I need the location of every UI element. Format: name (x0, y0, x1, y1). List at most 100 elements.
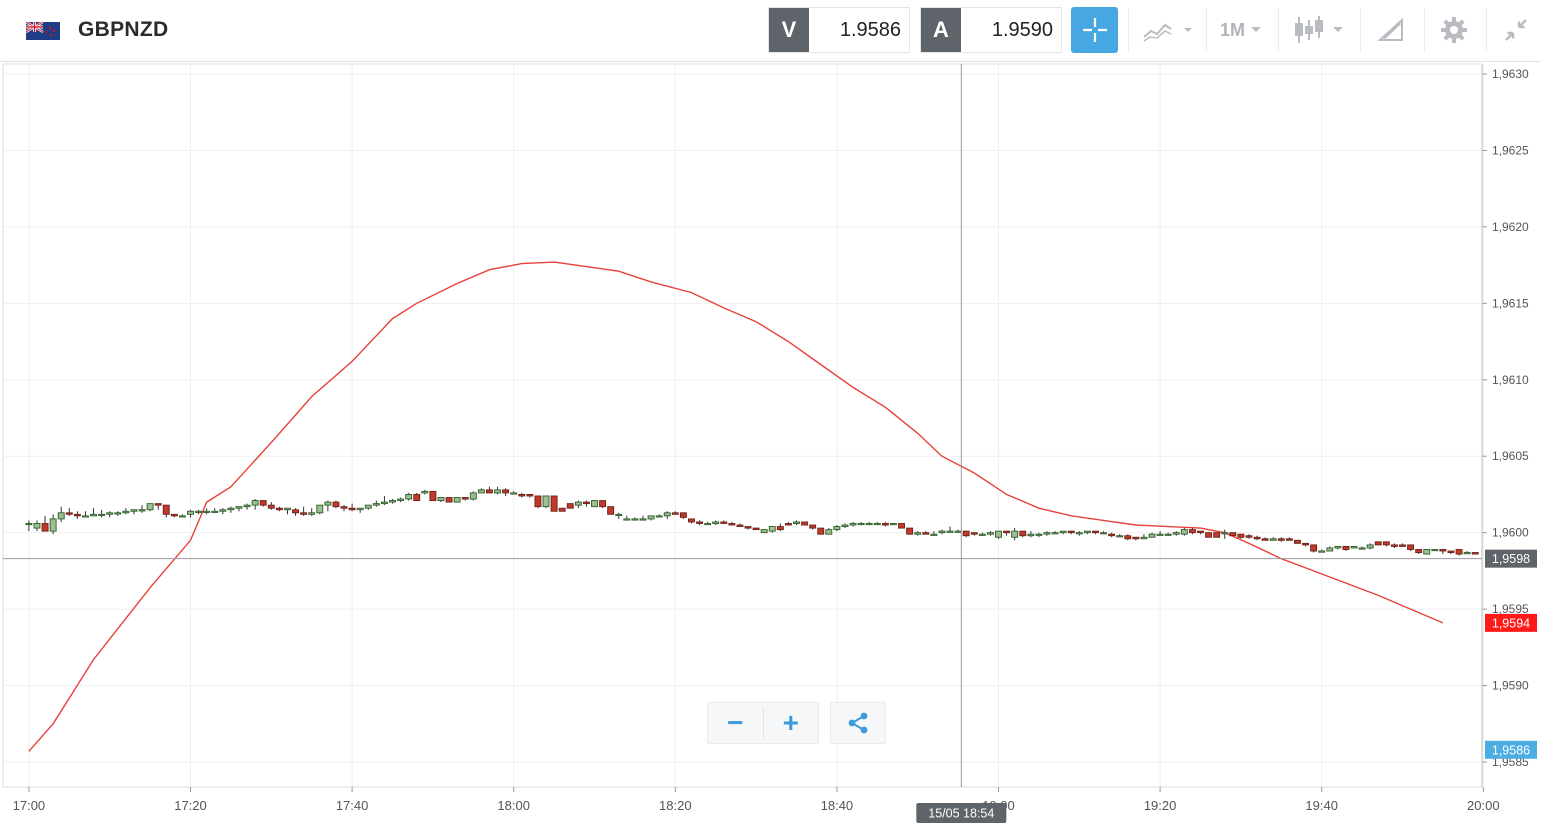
timeframe-selector[interactable]: 1M (1214, 7, 1270, 53)
candle (1156, 531, 1164, 536)
candle-body (1326, 547, 1334, 552)
bid-price-box[interactable]: V 1.9586 (768, 7, 910, 53)
candle-body (1132, 536, 1140, 540)
candle-body (1310, 544, 1318, 552)
candle-body (122, 510, 130, 514)
zoom-in-button[interactable]: + (782, 707, 799, 738)
candle-body (146, 503, 154, 511)
candle-body (752, 527, 760, 531)
moving-average-line (28, 261, 1444, 752)
candle (1229, 532, 1237, 537)
candle (946, 526, 954, 533)
candle (170, 513, 178, 518)
candle (1213, 532, 1221, 538)
candle (1302, 542, 1309, 547)
x-tick-label: 19:20 (1144, 798, 1177, 813)
candle (106, 511, 114, 518)
zoom-out-button[interactable]: − (708, 707, 764, 739)
instrument-symbol[interactable]: GBPNZD (78, 18, 169, 41)
candle-body (332, 501, 340, 508)
candle-body (1035, 533, 1043, 536)
candle (857, 521, 865, 526)
candle (324, 500, 332, 512)
candle (550, 495, 558, 512)
y-tick-label: 1,9610 (1492, 373, 1529, 387)
collapse-button[interactable] (1494, 7, 1538, 53)
candle (655, 514, 663, 518)
candle (445, 497, 453, 503)
candle-body (1423, 549, 1431, 555)
candle (1366, 543, 1374, 550)
candle (647, 515, 655, 521)
candle-body (477, 489, 485, 494)
y-tick-label: 1,9605 (1492, 449, 1529, 463)
candle-body (437, 497, 445, 502)
candle-body (1374, 541, 1382, 546)
candle (1140, 534, 1148, 540)
candle (938, 529, 946, 535)
candle (688, 518, 695, 524)
settings-button[interactable] (1432, 7, 1476, 53)
candle (219, 508, 227, 515)
candle-body (986, 532, 994, 535)
candle-body (284, 507, 291, 511)
candle (970, 532, 978, 536)
candle (49, 514, 57, 535)
crosshair-button[interactable] (1071, 7, 1118, 53)
candle-body (1180, 529, 1188, 535)
candle-body (728, 523, 736, 526)
candle (1318, 549, 1326, 553)
candle (704, 521, 712, 526)
candle (203, 508, 211, 515)
candle-body (801, 521, 809, 526)
candle-body (1156, 533, 1164, 536)
last-price-label: 1,9586 (1492, 743, 1530, 757)
candle-body (881, 523, 889, 526)
candle-body (1277, 538, 1285, 541)
timeframe-label: 1M (1219, 19, 1245, 40)
ask-price: 1.9590 (991, 18, 1053, 41)
candle (1310, 544, 1318, 553)
candle (1011, 528, 1019, 541)
candle-body (130, 509, 138, 512)
candle-body (712, 521, 720, 524)
candle-body (227, 507, 235, 511)
bid-price: 1.9586 (839, 18, 901, 41)
candle (930, 531, 938, 536)
candle (615, 512, 623, 519)
candle-body (962, 530, 970, 537)
candle (308, 508, 316, 516)
candle-body (1011, 530, 1019, 538)
candle-body (1221, 532, 1229, 535)
candle-body (631, 518, 639, 521)
chart-type-button[interactable] (1138, 7, 1198, 53)
price-chart[interactable]: 1,9630 1,9625 1,9620 1,9615 1,9610 1,9605 1,96… (0, 62, 1541, 827)
candle (1382, 541, 1390, 547)
drawing-tools-button[interactable] (1368, 7, 1414, 53)
chevron-down-icon (1251, 27, 1261, 32)
ask-price-box[interactable]: A 1.9590 (920, 7, 1062, 53)
candle-style-button[interactable] (1288, 7, 1350, 53)
candle (744, 526, 752, 530)
candle (1358, 546, 1366, 550)
candle (1221, 529, 1229, 539)
x-tick-label: 17:40 (336, 798, 369, 813)
candle (82, 511, 89, 518)
candle (631, 517, 639, 521)
candle (809, 524, 817, 530)
candle (1294, 539, 1301, 544)
collapse-icon (1505, 19, 1527, 41)
candle-body (970, 532, 978, 535)
candle-body (1318, 550, 1326, 553)
candle-body (106, 512, 114, 515)
share-button[interactable] (830, 702, 886, 744)
candle (1439, 549, 1447, 555)
candle-body (1358, 547, 1366, 550)
candle (397, 497, 405, 503)
candle-body (235, 506, 243, 509)
crosshair-price-label: 1,9598 (1492, 552, 1530, 566)
candle (90, 508, 97, 517)
candle-body (1245, 535, 1253, 538)
candle-body (1229, 532, 1237, 537)
candle-body (316, 504, 324, 514)
